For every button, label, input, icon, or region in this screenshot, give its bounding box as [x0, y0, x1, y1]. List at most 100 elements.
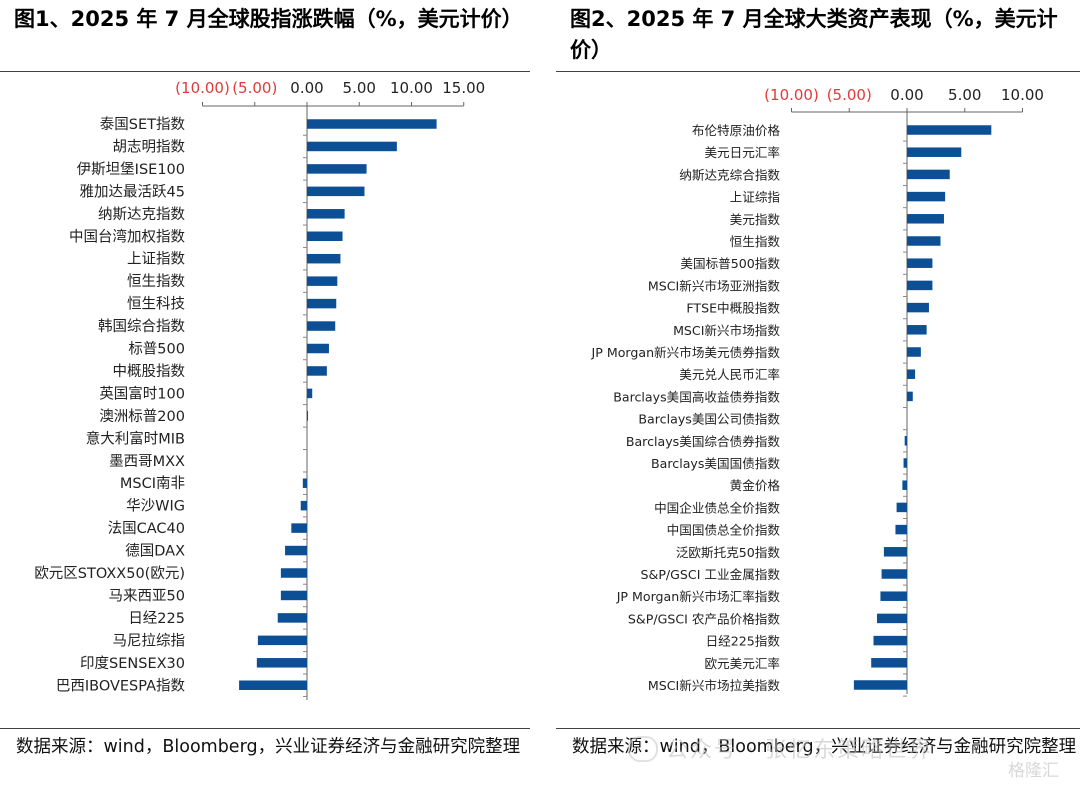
bar — [907, 147, 962, 157]
category-label: MSCI新兴市场亚洲指数 — [648, 278, 781, 293]
bar — [285, 545, 307, 556]
category-label: 美元指数 — [730, 212, 781, 227]
category-label: S&P/GSCI 工业金属指数 — [641, 567, 781, 582]
bar — [280, 568, 307, 578]
bar — [907, 258, 933, 268]
bar — [907, 391, 913, 402]
category-label: 马尼拉综指 — [113, 632, 186, 649]
bar — [907, 169, 950, 180]
bar — [291, 523, 307, 533]
category-label: 中国企业债总全价指数 — [654, 500, 780, 515]
bar — [907, 191, 946, 202]
category-label: 胡志明指数 — [113, 138, 186, 155]
category-label: FTSE中概股指数 — [686, 301, 780, 316]
title-divider — [556, 71, 1080, 72]
category-label: 法国CAC40 — [108, 520, 185, 537]
bar — [896, 502, 907, 513]
bar — [239, 680, 307, 690]
category-label: 纳斯达克指数 — [98, 206, 185, 223]
category-label: 伊斯坦堡ISE100 — [77, 161, 185, 178]
category-label: Barclays美国高收益债券指数 — [613, 389, 780, 404]
bar — [907, 214, 944, 224]
x-tick-label: 10.00 — [390, 79, 433, 97]
category-label: 华沙WIG — [126, 498, 185, 515]
category-label: MSCI新兴市场指数 — [673, 323, 780, 338]
bar — [871, 658, 907, 668]
bar — [280, 590, 307, 601]
bar — [907, 125, 992, 135]
x-tick-label: (10.00) — [764, 86, 819, 104]
bar — [880, 591, 907, 601]
category-label: 恒生科技 — [127, 296, 185, 313]
category-label: 纳斯达克综合指数 — [679, 167, 780, 182]
bar — [902, 480, 907, 490]
category-label: 上证综指 — [730, 190, 781, 205]
watermark-logo: 格隆汇 — [1008, 761, 1059, 781]
x-tick-label: 0.00 — [290, 79, 323, 97]
bar — [256, 658, 307, 668]
bar — [300, 500, 307, 511]
bar — [307, 141, 397, 152]
bar — [307, 276, 338, 286]
category-label: 墨西哥MXX — [109, 454, 185, 470]
category-label: 上证指数 — [127, 251, 185, 268]
x-tick-label: (5.00) — [232, 79, 277, 97]
category-label: 欧元美元汇率 — [704, 656, 780, 671]
watermark-text: 公众号 · 张忆东策略世界 — [666, 738, 933, 763]
x-tick-label: 10.00 — [1001, 86, 1044, 104]
x-tick-label: (5.00) — [827, 86, 872, 104]
asset-bar-chart: (10.00) (5.00) 0.00 5.00 10.00 布伦特原油价格美元日元汇率纳… — [591, 86, 1044, 697]
chart-title: 图1、2025 年 7 月全球股指涨跌幅（%，美元计价） — [14, 7, 523, 31]
category-label: 日经225指数 — [706, 634, 781, 649]
bar — [307, 253, 341, 264]
chart-title: 图2、2025 年 7 月全球大类资产表现（%，美元计价） — [570, 7, 1058, 62]
bar — [895, 524, 907, 535]
bar — [907, 302, 929, 313]
wechat-icon — [628, 736, 658, 762]
category-label: JP Morgan新兴市场汇率指数 — [616, 589, 781, 604]
bar — [307, 321, 336, 331]
category-label: 布伦特原油价格 — [692, 123, 781, 138]
bar — [307, 164, 367, 174]
category-label: 美国标普500指数 — [680, 256, 780, 271]
category-label: 印度SENSEX30 — [80, 655, 185, 672]
category-label: 中概股指数 — [113, 363, 186, 380]
category-label: 日经225 — [128, 610, 185, 627]
bar — [907, 325, 927, 335]
category-label: 中国台湾加权指数 — [69, 228, 185, 245]
category-label: 美元日元汇率 — [704, 145, 780, 160]
equity-bar-chart: (10.00) (5.00) 0.00 5.00 10.00 15.00 泰国SET指数胡志… — [34, 79, 485, 700]
category-label: 泰国SET指数 — [100, 116, 186, 133]
category-label: 韩国综合指数 — [98, 318, 185, 335]
category-label: S&P/GSCI 农产品价格指数 — [628, 611, 780, 626]
category-label: 巴西IBOVESPA指数 — [56, 677, 186, 694]
category-label: 中国国债总全价指数 — [667, 523, 781, 538]
category-label: 德国DAX — [125, 543, 185, 560]
chart-panel-asset-classes: 图2、2025 年 7 月全球大类资产表现（%，美元计价） (10.00) (5.… — [556, 0, 1080, 788]
bar — [907, 369, 916, 379]
category-label: JP Morgan新兴市场美元债券指数 — [591, 345, 781, 360]
x-tick-label: 0.00 — [890, 86, 923, 104]
bar — [907, 347, 921, 357]
bar — [307, 209, 345, 219]
bar — [907, 236, 941, 246]
bar — [873, 635, 907, 646]
bar — [302, 478, 307, 488]
category-label: 马来西亚50 — [109, 587, 185, 604]
category-label: 雅加达最活跃45 — [80, 183, 185, 200]
source-divider — [0, 728, 530, 729]
x-tick-label: (10.00) — [175, 79, 230, 97]
category-label: 澳洲标普200 — [99, 408, 185, 425]
x-tick-label: 15.00 — [442, 79, 485, 97]
bar — [907, 280, 933, 291]
category-label: 意大利富时MIB — [86, 429, 185, 447]
bar — [876, 613, 907, 624]
category-label: MSCI新兴市场拉美指数 — [648, 678, 781, 693]
bar — [904, 436, 907, 446]
bar — [257, 635, 307, 646]
bar — [307, 411, 309, 421]
x-tick-label: 5.00 — [948, 86, 981, 104]
category-label: 恒生指数 — [127, 273, 185, 290]
bar — [903, 458, 907, 468]
bar — [307, 343, 329, 354]
